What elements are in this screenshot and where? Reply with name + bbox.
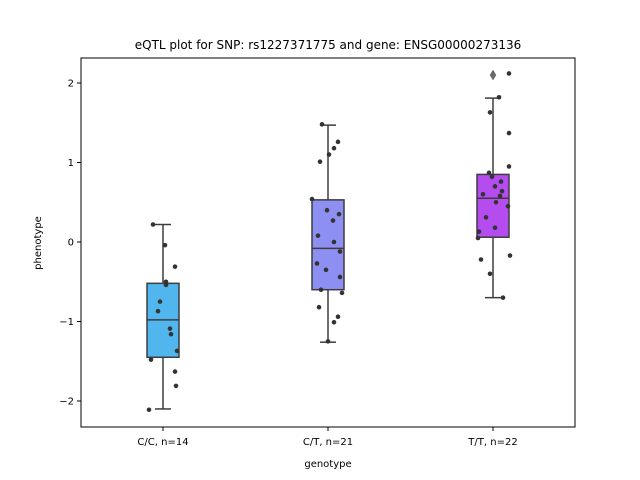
data-point [146, 407, 152, 413]
data-point [318, 287, 324, 293]
data-point [331, 145, 337, 151]
data-point [489, 174, 495, 180]
data-point [335, 314, 341, 320]
data-point [492, 225, 498, 230]
x-axis-label: genotype [304, 459, 351, 470]
data-point [336, 211, 342, 217]
data-point [497, 193, 503, 199]
data-point [331, 319, 337, 325]
data-point [339, 290, 345, 296]
data-point [330, 218, 336, 223]
data-point [148, 357, 154, 362]
data-point [316, 304, 322, 310]
data-point [323, 267, 329, 273]
data-point [500, 295, 506, 300]
data-point [157, 299, 163, 304]
data-point [314, 261, 320, 266]
data-point [499, 188, 505, 194]
data-point [487, 271, 493, 277]
data-point [505, 203, 511, 209]
data-point [317, 159, 323, 165]
data-point [506, 130, 512, 136]
data-point [167, 326, 173, 331]
data-point [480, 192, 486, 197]
data-point [493, 199, 499, 205]
y-tick-label: 2 [68, 79, 74, 90]
data-point [155, 308, 161, 314]
box-group [311, 124, 345, 343]
data-point [324, 207, 330, 213]
data-point [475, 235, 481, 241]
data-point [309, 196, 315, 202]
data-point [172, 264, 178, 269]
data-point [150, 222, 156, 227]
point-group [309, 122, 345, 344]
data-point [478, 257, 484, 262]
y-tick-label: −2 [59, 397, 74, 408]
data-point [507, 253, 513, 258]
data-point [492, 184, 498, 189]
data-point [163, 279, 169, 285]
data-point [173, 383, 179, 389]
data-point [487, 110, 493, 115]
data-point [337, 274, 343, 280]
data-point [331, 239, 337, 245]
data-point [315, 233, 321, 238]
data-point [496, 95, 502, 100]
box-group [146, 223, 180, 410]
data-point [326, 152, 332, 157]
data-point [162, 242, 168, 248]
data-point [174, 348, 180, 354]
data-point [335, 139, 341, 145]
data-point [325, 339, 331, 344]
data-point [476, 229, 482, 234]
axes: −2 −1 0 1 2 C/C, n=14 C/T, n=21 T/T, n=22 [59, 79, 517, 449]
x-tick-label: T/T, n=22 [467, 437, 517, 448]
data-point [163, 282, 169, 288]
data-point [337, 249, 343, 254]
data-point [506, 71, 512, 76]
y-tick-label: 0 [68, 238, 74, 249]
x-tick-label: C/T, n=21 [303, 437, 353, 448]
y-tick-label: 1 [68, 158, 74, 169]
data-point [172, 369, 178, 374]
point-group [475, 71, 513, 300]
y-axis-label: phenotype [33, 216, 44, 270]
plot-area [146, 69, 513, 413]
point-group [146, 222, 180, 413]
chart-title: eQTL plot for SNP: rs1227371775 and gene… [135, 38, 522, 52]
data-point [486, 170, 492, 176]
x-tick-label: C/C, n=14 [137, 437, 188, 448]
outlier-marker [489, 69, 497, 81]
data-point [498, 179, 504, 184]
data-point [483, 215, 489, 220]
data-point [168, 331, 174, 337]
y-tick-label: −1 [59, 317, 74, 328]
data-point [506, 164, 512, 169]
data-point [319, 122, 325, 127]
